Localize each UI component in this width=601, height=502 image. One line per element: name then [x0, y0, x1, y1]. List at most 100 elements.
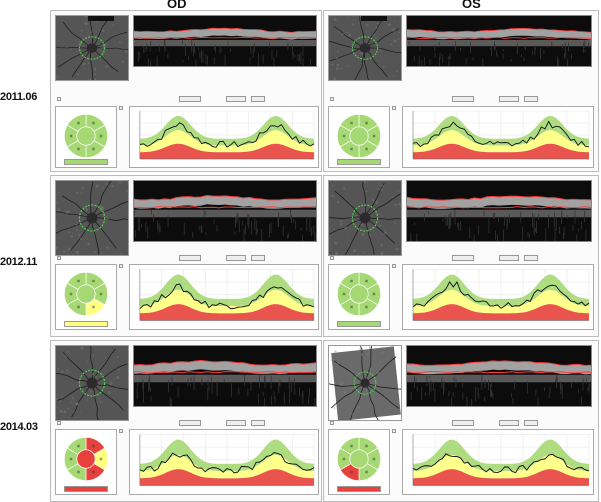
normal-band [139, 116, 315, 146]
plot-checkbox[interactable] [119, 106, 123, 110]
rnfl-thickness-plot [129, 264, 319, 330]
grid-center [76, 126, 96, 146]
sector-classification-icon [334, 434, 384, 484]
layer-select[interactable] [524, 96, 538, 102]
outside-band [139, 304, 315, 321]
panel-os-2014.03 [323, 340, 599, 502]
layer-select[interactable] [524, 420, 538, 426]
rnfl-thickness-plot [129, 429, 319, 495]
contrast-control[interactable] [499, 420, 519, 426]
borderline-band [139, 454, 315, 479]
fundus-image [328, 180, 402, 256]
outside-band [139, 143, 315, 159]
classification-box [328, 106, 390, 168]
date-label-2012: 2012.11 [0, 256, 38, 268]
plot-checkbox[interactable] [392, 429, 396, 433]
grid-center [349, 126, 369, 146]
classification-box [328, 264, 390, 330]
measurement-trace [139, 451, 315, 474]
classification-result-bar [64, 159, 108, 165]
borderline-band [413, 130, 589, 153]
contrast-control[interactable] [226, 96, 246, 102]
normal-band [413, 116, 589, 146]
scan-circle [351, 36, 379, 60]
oct-bscan-image [133, 15, 317, 67]
plot-checkbox[interactable] [392, 106, 396, 110]
header-os: OS [462, 0, 481, 11]
zoom-control[interactable] [179, 96, 201, 102]
classification-result-bar [337, 321, 381, 327]
zoom-control[interactable] [179, 255, 201, 261]
checkbox[interactable] [57, 256, 61, 260]
grid-center [349, 449, 369, 469]
rnfl-thickness-plot [402, 429, 594, 495]
fundus-notch [361, 16, 387, 21]
panel-os-2011.06 [323, 10, 599, 172]
sector-classification-icon [334, 269, 384, 319]
zoom-control[interactable] [179, 420, 201, 426]
contrast-control[interactable] [226, 420, 246, 426]
outside-band [413, 143, 589, 159]
measurement-trace [139, 283, 315, 310]
checkbox[interactable] [57, 421, 61, 425]
layer-select[interactable] [251, 96, 265, 102]
fundus-image [55, 15, 129, 81]
oct-bscan-image [133, 345, 317, 407]
oct-bscan-image [133, 180, 317, 242]
layer-select[interactable] [251, 420, 265, 426]
contrast-control[interactable] [499, 96, 519, 102]
borderline-band [413, 454, 589, 479]
grid-center [349, 284, 369, 304]
fundus-image [328, 15, 402, 81]
oct-bscan-image [406, 345, 592, 407]
fundus-image [55, 180, 129, 256]
scan-circle [351, 204, 379, 232]
normal-band [139, 274, 315, 307]
layer-select[interactable] [524, 255, 538, 261]
normal-band [413, 439, 589, 472]
classification-result-bar [337, 486, 381, 492]
checkbox[interactable] [330, 97, 334, 101]
zoom-control[interactable] [452, 96, 474, 102]
sector-classification-icon [61, 434, 111, 484]
oct-bscan-image [406, 180, 592, 242]
sector-classification-icon [61, 111, 111, 161]
zoom-control[interactable] [452, 255, 474, 261]
scan-circle [78, 369, 106, 397]
header-od: OD [167, 0, 187, 11]
classification-box [328, 429, 390, 495]
panel-od-2014.03 [50, 340, 322, 502]
outside-band [413, 469, 589, 486]
classification-box [55, 264, 117, 330]
contrast-control[interactable] [499, 255, 519, 261]
fundus-image [328, 345, 402, 421]
fundus-notch [88, 16, 114, 21]
classification-result-bar [64, 321, 108, 327]
outside-band [413, 304, 589, 321]
panel-od-2012.11 [50, 175, 322, 337]
checkbox[interactable] [330, 256, 334, 260]
measurement-trace [412, 120, 590, 148]
rnfl-thickness-plot [129, 106, 319, 168]
grid-center [76, 284, 96, 304]
panel-od-2011.06 [50, 10, 322, 172]
measurement-trace [412, 453, 590, 474]
rnfl-thickness-plot [402, 264, 594, 330]
plot-checkbox[interactable] [119, 264, 123, 268]
layer-select[interactable] [251, 255, 265, 261]
panel-os-2012.11 [323, 175, 599, 337]
normal-band [139, 439, 315, 472]
contrast-control[interactable] [226, 255, 246, 261]
checkbox[interactable] [330, 421, 334, 425]
sector-classification-icon [334, 111, 384, 161]
date-label-2014: 2014.03 [0, 421, 38, 433]
grid-center [76, 449, 96, 469]
plot-checkbox[interactable] [119, 429, 123, 433]
oct-bscan-image [406, 15, 592, 67]
classification-result-bar [337, 159, 381, 165]
plot-checkbox[interactable] [392, 264, 396, 268]
classification-box [55, 106, 117, 168]
fundus-image [55, 345, 129, 421]
zoom-control[interactable] [452, 420, 474, 426]
checkbox[interactable] [57, 97, 61, 101]
